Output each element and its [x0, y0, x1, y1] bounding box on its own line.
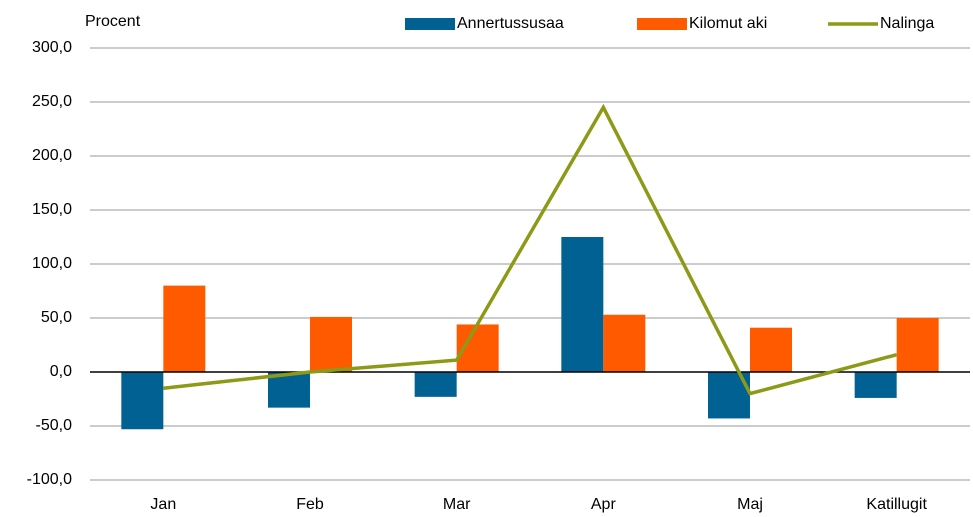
x-tick-label: Apr	[591, 496, 617, 513]
bar	[561, 237, 604, 372]
bar	[121, 372, 164, 430]
x-tick-label: Feb	[296, 496, 324, 513]
legend-label: Kilomut aki	[689, 15, 767, 32]
legend-swatch	[405, 18, 455, 30]
line	[163, 103, 898, 396]
bar	[750, 327, 792, 372]
y-axis-label: Procent	[85, 13, 141, 30]
bar	[268, 372, 310, 408]
y-tick-label: 0,0	[50, 363, 72, 380]
bar	[603, 314, 646, 372]
y-tick-label: 300,0	[32, 39, 72, 56]
bar	[310, 316, 352, 372]
bar	[414, 372, 457, 397]
y-tick-label: 100,0	[32, 255, 72, 272]
legend-label: Annertussusaa	[457, 15, 564, 32]
x-tick-label: Maj	[737, 496, 763, 513]
y-tick-label: -100,0	[27, 471, 72, 488]
bar	[163, 285, 206, 372]
bar	[854, 372, 897, 398]
y-tick-label: 200,0	[32, 147, 72, 164]
y-tick-label: 250,0	[32, 93, 72, 110]
bar	[896, 318, 939, 372]
y-tick-label: -50,0	[36, 417, 73, 434]
y-tick-label: 150,0	[32, 201, 72, 218]
x-tick-label: Mar	[443, 496, 471, 513]
legend-swatch	[637, 18, 687, 30]
x-tick-label: Katillugit	[866, 496, 927, 513]
legend-label: Nalinga	[880, 15, 934, 32]
y-tick-label: 50,0	[41, 309, 72, 326]
x-tick-label: Jan	[150, 496, 176, 513]
